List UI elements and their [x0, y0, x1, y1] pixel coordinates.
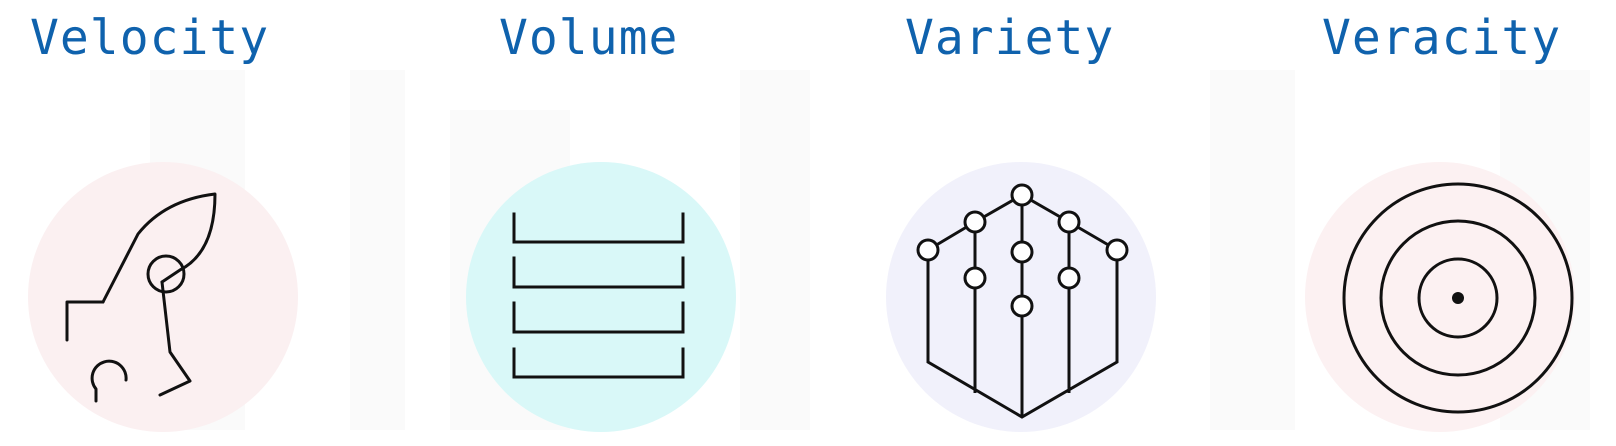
volume-title: Volume: [499, 10, 679, 66]
veracity-title: Veracity: [1322, 10, 1562, 66]
volume-circle: [466, 162, 736, 432]
velocity-title: Velocity: [30, 10, 270, 66]
background-block: [350, 70, 405, 430]
variety-title: Variety: [905, 10, 1115, 66]
background-block: [740, 70, 810, 430]
background-block: [1210, 70, 1295, 430]
